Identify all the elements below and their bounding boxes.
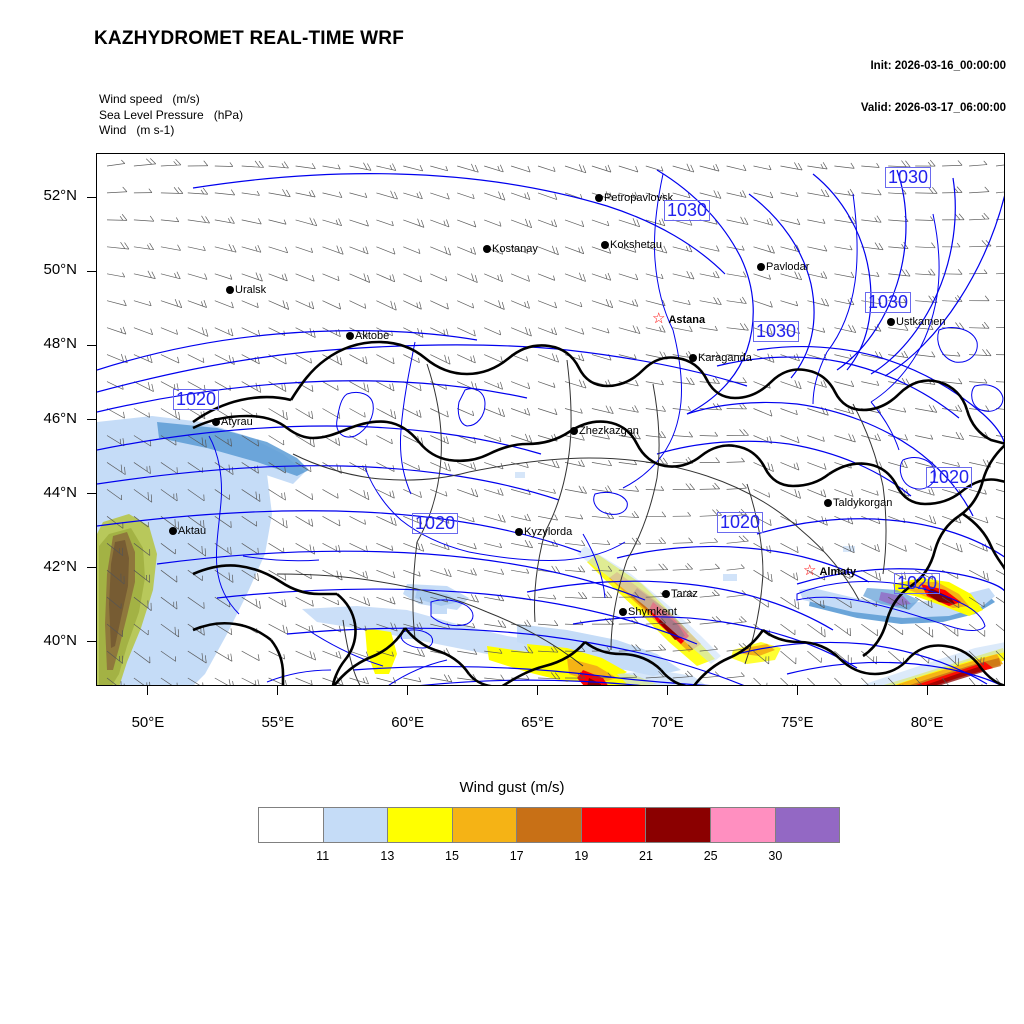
isobar-label: 1020: [173, 389, 220, 410]
isobar-label: 1020: [717, 512, 764, 533]
x-axis-tick: [147, 686, 149, 695]
colorbar-segment-1: [323, 808, 389, 842]
valid-time: Valid: 2026-03-17_06:00:00: [860, 102, 1006, 114]
colorbar-ticklabels: 11 13 15 17 19 21 25 30: [258, 849, 840, 867]
x-axis-tick: [407, 686, 409, 695]
colorbar-tick-11: 11: [316, 849, 330, 863]
y-axis-tick: [87, 344, 96, 346]
x-axis-tick: [537, 686, 538, 695]
forecast-map[interactable]: Petropavlovsk Kostanay Kokshetau Pavlodar Ur…: [96, 153, 1005, 686]
colorbar-title: Wind gust (m/s): [459, 779, 565, 796]
x-axis-tick: [666, 686, 668, 695]
colorbar-segment-3: [452, 808, 518, 842]
x-axis-label: 70°E: [651, 714, 684, 731]
isobar-label: 1020: [412, 513, 459, 534]
colorbar[interactable]: [258, 807, 840, 843]
isobar-label: 1020: [926, 467, 973, 488]
isobar-label: 1030: [885, 167, 932, 188]
legend-line-wind-speed: Wind speed (m/s): [99, 92, 200, 106]
y-axis-label: 40°N: [43, 631, 77, 649]
colorbar-segment-8: [775, 808, 840, 842]
x-axis-tick: [796, 686, 798, 695]
colorbar-segment-4: [517, 808, 582, 842]
y-axis-tick: [87, 270, 96, 272]
hydrography: [208, 173, 1004, 685]
gust-shading: [97, 416, 1004, 685]
isobar-label: 1030: [664, 200, 711, 221]
isobar-label: 1030: [865, 292, 912, 313]
y-axis-label: 52°N: [43, 187, 77, 205]
colorbar-tick-21: 21: [639, 849, 653, 863]
administrative-boundaries: [192, 340, 1004, 685]
y-axis-tick: [87, 493, 96, 495]
colorbar-segment-6: [646, 808, 711, 842]
page-title: KAZHYDROMET REAL-TIME WRF: [94, 28, 405, 49]
colorbar-tick-13: 13: [380, 849, 395, 863]
x-axis-label: 75°E: [780, 714, 814, 731]
variable-legend: Wind speed (m/s) Sea Level Pressure (hPa…: [99, 92, 243, 139]
y-axis-label: 46°N: [43, 409, 77, 427]
y-axis-tick: [87, 567, 96, 569]
colorbar-tick-17: 17: [509, 849, 524, 863]
colorbar-tick-30: 30: [768, 849, 783, 863]
x-axis-tick: [926, 686, 928, 695]
colorbar-segment-2: [388, 808, 453, 842]
x-axis-label: 60°E: [391, 714, 424, 731]
y-axis-tick: [87, 641, 96, 643]
legend-line-slp: Sea Level Pressure (hPa): [99, 107, 244, 122]
x-axis-label: 50°E: [131, 714, 165, 731]
legend-line-wind: Wind (m s-1): [99, 123, 175, 137]
isobar-label: 1030: [753, 321, 800, 342]
init-time: Init: 2026-03-16_00:00:00: [870, 60, 1006, 72]
colorbar-tick-25: 25: [703, 849, 718, 863]
x-axis-label: 55°E: [261, 714, 295, 731]
colorbar-tick-19: 19: [574, 849, 589, 863]
isobar-label: 1020: [894, 573, 941, 594]
y-axis-label: 48°N: [43, 335, 77, 353]
colorbar-segment-5: [581, 808, 647, 842]
colorbar-tick-15: 15: [445, 849, 459, 863]
x-axis-tick: [277, 686, 279, 695]
y-axis-label: 42°N: [43, 557, 77, 575]
y-axis-tick: [87, 419, 96, 420]
x-axis-label: 80°E: [910, 714, 944, 731]
y-axis-tick: [87, 196, 96, 198]
map-canvas: [97, 154, 1004, 685]
colorbar-segment-0: [259, 808, 324, 842]
y-axis-label: 44°N: [43, 483, 77, 501]
y-axis-label: 50°N: [43, 261, 77, 279]
model-run-times: Init: 2026-03-16_00:00:00 Valid: 2026-03…: [861, 31, 1006, 129]
colorbar-segment-7: [710, 808, 776, 842]
x-axis-label: 65°E: [521, 714, 554, 731]
